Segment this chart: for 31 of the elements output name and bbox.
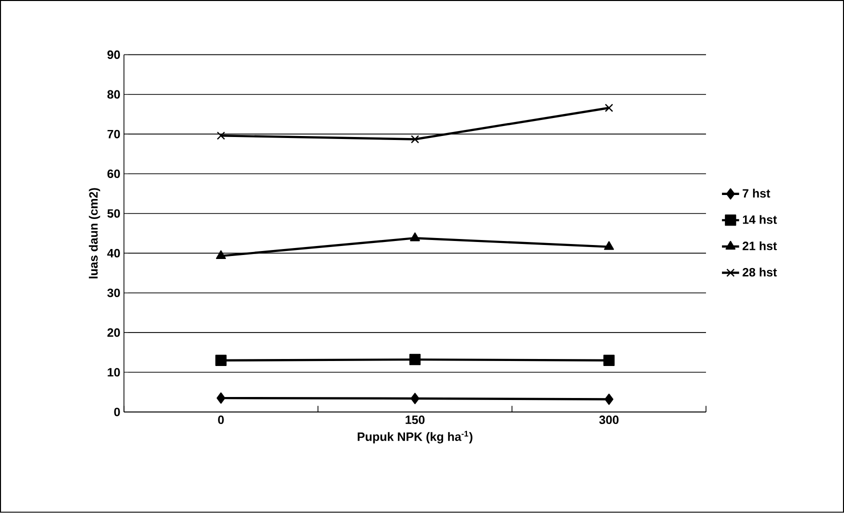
x-axis-title: Pupuk NPK (kg ha$^{-1}$): [358, 431, 472, 444]
point: [410, 232, 420, 242]
y-tick-label: 60: [107, 170, 120, 178]
x-tick-label: 0: [218, 416, 224, 424]
y-tick-label: 40: [107, 249, 120, 258]
y-tick-label: 70: [108, 130, 120, 138]
y-axis-title: luas daun (cm2): [88, 188, 100, 278]
point: [604, 104, 614, 112]
point: [604, 394, 614, 405]
y-tick-label: 20: [107, 328, 120, 337]
x-tick-label: 300: [599, 416, 619, 424]
point: [216, 392, 226, 404]
y-tick-label: 50: [107, 209, 120, 218]
point: [603, 354, 615, 366]
point: [216, 132, 226, 140]
point: [604, 241, 614, 250]
legend-label: 7 hst: [742, 188, 770, 198]
x-tick-label: 150: [406, 416, 425, 424]
point: [410, 135, 420, 144]
y-tick-label: 0: [114, 408, 120, 416]
point: [409, 354, 421, 366]
legend-label: 21 hst: [742, 241, 777, 250]
y-tick-label: 10: [108, 368, 120, 377]
y-tick-label: 90: [107, 50, 120, 60]
y-tick-label: 30: [107, 288, 120, 298]
point: [215, 354, 227, 366]
point: [410, 392, 420, 404]
point: [216, 250, 226, 260]
y-tick-label: 80: [107, 90, 120, 99]
legend-label: 14 hst: [742, 215, 777, 224]
legend-label: 28 hst: [742, 268, 777, 277]
